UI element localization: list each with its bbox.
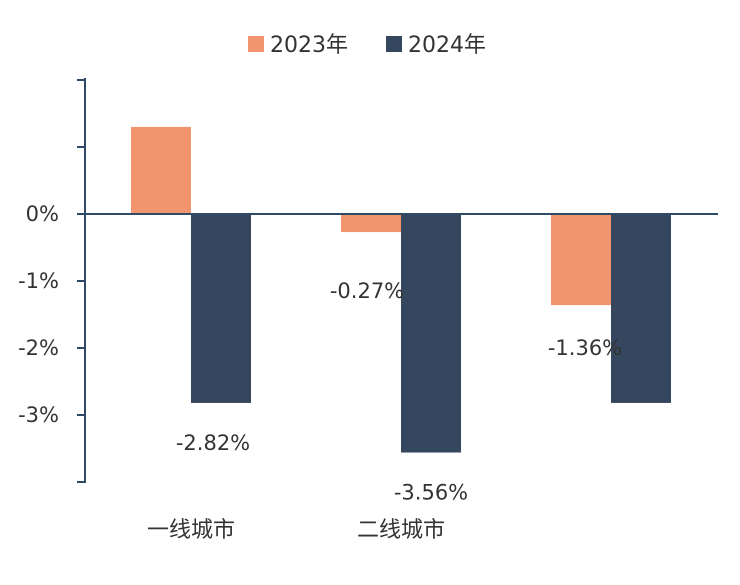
data-label: -2.82%: [176, 431, 250, 455]
bar-series0-cat2: [551, 214, 611, 306]
data-label: -1.36%: [548, 336, 622, 360]
bar-series1-cat1: [401, 214, 461, 453]
legend-swatch-1: [386, 36, 402, 52]
bar-series0-cat0: [131, 126, 191, 214]
legend-label-0: 2023年: [270, 33, 348, 58]
y-tick-label: 0%: [26, 202, 59, 226]
x-category-label: 一线城市: [147, 518, 235, 543]
y-tick-label: -2%: [18, 336, 59, 360]
data-label: -3.56%: [394, 481, 468, 505]
y-tick-label: -1%: [18, 269, 59, 293]
bar-series1-cat0: [191, 214, 251, 403]
bar-series0-cat1: [341, 214, 401, 233]
legend-swatch-0: [248, 36, 264, 52]
data-label: -0.27%: [330, 279, 404, 303]
bar-series1-cat2: [611, 214, 671, 403]
legend-label-1: 2024年: [408, 33, 486, 58]
x-category-label: 二线城市: [357, 518, 445, 543]
y-tick-label: -3%: [18, 403, 59, 427]
